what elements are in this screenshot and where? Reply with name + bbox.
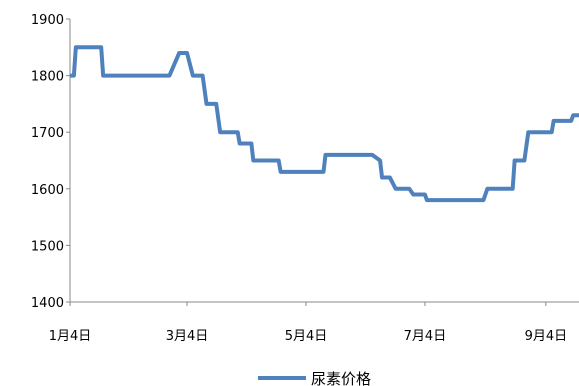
y-tick-label: 1800 — [31, 70, 64, 85]
legend: 尿素价格 — [258, 370, 371, 386]
axes — [66, 18, 579, 306]
x-tick-labels: 1月4日 3月4日 5月4日 7月4日 9月4日 — [49, 329, 567, 344]
y-tick-label: 1400 — [31, 296, 64, 311]
x-tick-label: 9月4日 — [525, 329, 568, 344]
y-tick-label: 1600 — [31, 183, 64, 198]
series-line — [70, 45, 579, 203]
series-layer — [70, 45, 579, 203]
y-tick-labels: 1400 1500 1600 1700 1800 1900 — [31, 13, 64, 311]
x-tick-label: 3月4日 — [166, 329, 209, 344]
y-tick-label: 1500 — [31, 239, 64, 254]
y-tick-label: 1900 — [31, 13, 64, 28]
x-tick-label: 7月4日 — [404, 329, 447, 344]
legend-label: 尿素价格 — [311, 370, 371, 386]
x-tick-label: 1月4日 — [49, 329, 92, 344]
y-tick-label: 1700 — [31, 126, 64, 141]
x-tick-label: 5月4日 — [285, 329, 328, 344]
